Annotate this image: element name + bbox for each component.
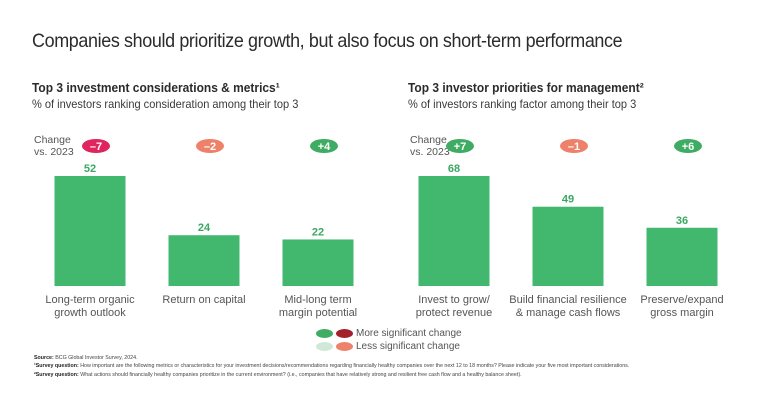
footnotes: Source: BCG Global Investor Survey, 2024… [34, 354, 629, 379]
legend-label: Less significant change [356, 341, 460, 352]
change-badge [674, 139, 702, 153]
chart-subtitle: % of investors ranking factor among thei… [408, 97, 637, 111]
legend-item-less-significant: Less significant change [316, 340, 462, 353]
legend-swatch-positive-less [316, 342, 333, 351]
change-badge-label: –2 [204, 141, 216, 153]
chart-title: Top 3 investment considerations & metric… [32, 80, 280, 95]
category-label: protect revenue [416, 307, 492, 319]
chart-title: Top 3 investor priorities for management… [408, 80, 644, 95]
bar-chart: +7 68 Invest to grow/protect revenue –1 49 Bu… [416, 139, 724, 319]
bar-value-label: 24 [198, 222, 211, 234]
legend-swatch-positive-more [316, 329, 333, 338]
change-badge-label: –7 [90, 141, 102, 153]
bar-value-label: 49 [562, 194, 574, 206]
bar-value-label: 36 [676, 215, 688, 227]
legend-swatch-negative-less [336, 342, 353, 351]
change-badge-label: +7 [454, 141, 467, 153]
change-badge-label: +6 [682, 141, 695, 153]
legend-item-more-significant: More significant change [316, 327, 462, 340]
chart-panel-investment-considerations: Top 3 investment considerations & metric… [32, 80, 392, 320]
category-label: Preserve/expand [640, 294, 723, 306]
change-badge-label: +4 [318, 141, 331, 153]
category-label: Long-term organic [45, 294, 135, 306]
chart-subtitle: % of investors ranking consideration amo… [32, 97, 299, 111]
bar [532, 206, 604, 286]
bar [54, 176, 126, 286]
footnote-2: ²Survey question: What actions should fi… [34, 371, 522, 378]
change-badge-label: –1 [568, 141, 580, 153]
chart-panel-investor-priorities: Top 3 investor priorities for management… [408, 80, 768, 320]
footnote-1: ¹Survey question: How important are the … [34, 363, 630, 370]
legend-swatch-negative-more [336, 329, 353, 338]
legend: More significant change Less significant… [316, 327, 462, 353]
change-badge [82, 139, 110, 153]
category-label: growth outlook [54, 307, 126, 319]
bar [646, 227, 718, 286]
category-label: Invest to grow/ [418, 294, 490, 306]
page-title: Companies should prioritize growth, but … [32, 30, 623, 52]
change-vs-2023-label: Change vs. 2023 [410, 134, 450, 158]
source-note: Source: BCG Global Investor Survey, 2024… [34, 355, 138, 361]
change-badge [560, 139, 588, 153]
change-badge [196, 139, 224, 153]
category-label: Mid-long term [284, 294, 351, 306]
bar [168, 235, 240, 286]
bar-value-label: 22 [312, 226, 324, 238]
change-vs-2023-label: Change vs. 2023 [34, 134, 74, 158]
legend-label: More significant change [356, 328, 462, 339]
bar [282, 239, 354, 286]
category-label: Return on capital [162, 294, 245, 306]
change-badge [310, 139, 338, 153]
bar-value-label: 68 [448, 163, 460, 175]
change-badge [446, 139, 474, 153]
category-label: & manage cash flows [516, 307, 621, 319]
category-label: Build financial resilience [509, 294, 626, 306]
category-label: margin potential [279, 307, 357, 319]
bar [418, 176, 490, 286]
bar-value-label: 52 [84, 163, 96, 175]
category-label: gross margin [650, 307, 714, 319]
